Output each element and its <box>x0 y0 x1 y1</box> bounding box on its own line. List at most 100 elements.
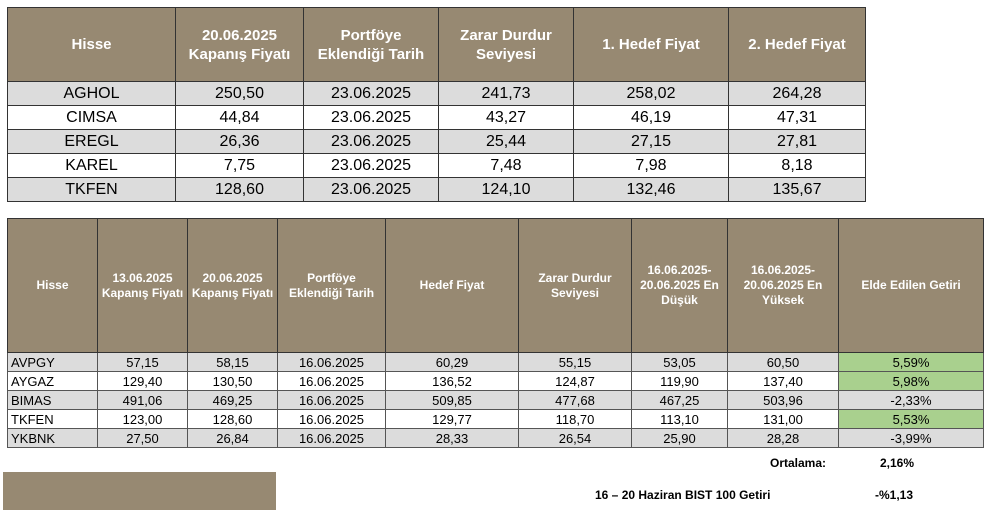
target-2: 264,28 <box>728 81 866 106</box>
stock-code: AVPGY <box>7 352 98 372</box>
table-row: CIMSA 44,84 23.06.2025 43,27 46,19 47,31 <box>7 105 866 130</box>
target-1: 46,19 <box>573 105 729 130</box>
target-2: 135,67 <box>728 177 866 202</box>
close-price: 58,15 <box>187 352 278 372</box>
stop-loss: 43,27 <box>438 105 574 130</box>
target-2: 47,31 <box>728 105 866 130</box>
week-high: 28,28 <box>727 428 839 448</box>
return-value: -3,99% <box>838 428 984 448</box>
added-date: 16.06.2025 <box>277 390 386 410</box>
stock-code: YKBNK <box>7 428 98 448</box>
stop-loss: 25,44 <box>438 129 574 154</box>
week-low: 119,90 <box>631 371 728 391</box>
target-price: 60,29 <box>385 352 519 372</box>
added-date: 23.06.2025 <box>303 81 439 106</box>
stop-loss: 55,15 <box>518 352 632 372</box>
return-value: 5,53% <box>838 409 984 429</box>
prev-close: 27,50 <box>97 428 188 448</box>
close-price: 128,60 <box>187 409 278 429</box>
stock-code: KAREL <box>7 153 176 178</box>
added-date: 23.06.2025 <box>303 153 439 178</box>
average-label: Ortalama: <box>770 456 827 470</box>
added-date: 16.06.2025 <box>277 409 386 429</box>
header-return: Elde Edilen Getiri <box>838 218 984 353</box>
header-target-1: 1. Hedef Fiyat <box>573 7 729 82</box>
prev-close: 129,40 <box>97 371 188 391</box>
return-value: 5,59% <box>838 352 984 372</box>
stock-code: BIMAS <box>7 390 98 410</box>
stock-code: TKFEN <box>7 409 98 429</box>
header-target-2: 2. Hedef Fiyat <box>728 7 866 82</box>
added-date: 16.06.2025 <box>277 352 386 372</box>
header-hisse: Hisse <box>7 218 98 353</box>
table-row: TKFEN 123,00 128,60 16.06.2025 129,77 11… <box>7 409 984 429</box>
header-week-low: 16.06.2025-20.06.2025 En Düşük <box>631 218 728 353</box>
header-target: Hedef Fiyat <box>385 218 519 353</box>
bist-return-value: -%1,13 <box>875 488 914 502</box>
target-2: 8,18 <box>728 153 866 178</box>
week-high: 137,40 <box>727 371 839 391</box>
target-1: 7,98 <box>573 153 729 178</box>
table-row: AYGAZ 129,40 130,50 16.06.2025 136,52 12… <box>7 371 984 391</box>
close-price: 7,75 <box>175 153 304 178</box>
header-hisse: Hisse <box>7 7 176 82</box>
header-week-high: 16.06.2025-20.06.2025 En Yüksek <box>727 218 839 353</box>
target-2: 27,81 <box>728 129 866 154</box>
header-added-date: Portföye Eklendiği Tarih <box>277 218 386 353</box>
stock-code: EREGL <box>7 129 176 154</box>
close-price: 26,84 <box>187 428 278 448</box>
week-low: 53,05 <box>631 352 728 372</box>
week-low: 467,25 <box>631 390 728 410</box>
added-date: 23.06.2025 <box>303 105 439 130</box>
added-date: 16.06.2025 <box>277 428 386 448</box>
header-close-price: 20.06.2025 Kapanış Fiyatı <box>175 7 304 82</box>
performance-table: Hisse 13.06.2025 Kapanış Fiyatı 20.06.20… <box>7 218 984 448</box>
header-added-date: Portföye Eklendiği Tarih <box>303 7 439 82</box>
stop-loss: 124,87 <box>518 371 632 391</box>
bist-return-label: 16 – 20 Haziran BIST 100 Getiri <box>595 488 771 502</box>
week-high: 60,50 <box>727 352 839 372</box>
week-high: 131,00 <box>727 409 839 429</box>
average-value: 2,16% <box>880 456 915 470</box>
prev-close: 491,06 <box>97 390 188 410</box>
table2-header-row: Hisse 13.06.2025 Kapanış Fiyatı 20.06.20… <box>7 218 984 353</box>
added-date: 16.06.2025 <box>277 371 386 391</box>
target-price: 28,33 <box>385 428 519 448</box>
close-price: 44,84 <box>175 105 304 130</box>
stock-code: TKFEN <box>7 177 176 202</box>
close-price: 250,50 <box>175 81 304 106</box>
target-1: 27,15 <box>573 129 729 154</box>
week-low: 113,10 <box>631 409 728 429</box>
close-price: 128,60 <box>175 177 304 202</box>
target-prices-table: Hisse 20.06.2025 Kapanış Fiyatı Portföye… <box>7 7 866 202</box>
stock-code: AYGAZ <box>7 371 98 391</box>
header-stop-loss: Zarar Durdur Seviyesi <box>438 7 574 82</box>
table-row: BIMAS 491,06 469,25 16.06.2025 509,85 47… <box>7 390 984 410</box>
stop-loss: 124,10 <box>438 177 574 202</box>
prev-close: 57,15 <box>97 352 188 372</box>
week-low: 25,90 <box>631 428 728 448</box>
stop-loss: 241,73 <box>438 81 574 106</box>
added-date: 23.06.2025 <box>303 129 439 154</box>
stock-code: AGHOL <box>7 81 176 106</box>
table-row: YKBNK 27,50 26,84 16.06.2025 28,33 26,54… <box>7 428 984 448</box>
target-1: 132,46 <box>573 177 729 202</box>
return-value: -2,33% <box>838 390 984 410</box>
table-row: AGHOL 250,50 23.06.2025 241,73 258,02 26… <box>7 81 866 106</box>
table-row: EREGL 26,36 23.06.2025 25,44 27,15 27,81 <box>7 129 866 154</box>
close-price: 130,50 <box>187 371 278 391</box>
table-row: AVPGY 57,15 58,15 16.06.2025 60,29 55,15… <box>7 352 984 372</box>
header-stop-loss: Zarar Durdur Seviyesi <box>518 218 632 353</box>
close-price: 469,25 <box>187 390 278 410</box>
stop-loss: 26,54 <box>518 428 632 448</box>
added-date: 23.06.2025 <box>303 177 439 202</box>
prev-close: 123,00 <box>97 409 188 429</box>
stop-loss: 477,68 <box>518 390 632 410</box>
decorative-banner <box>3 472 276 510</box>
return-value: 5,98% <box>838 371 984 391</box>
close-price: 26,36 <box>175 129 304 154</box>
target-1: 258,02 <box>573 81 729 106</box>
table1-header-row: Hisse 20.06.2025 Kapanış Fiyatı Portföye… <box>7 7 866 82</box>
table-row: TKFEN 128,60 23.06.2025 124,10 132,46 13… <box>7 177 866 202</box>
table-row: KAREL 7,75 23.06.2025 7,48 7,98 8,18 <box>7 153 866 178</box>
